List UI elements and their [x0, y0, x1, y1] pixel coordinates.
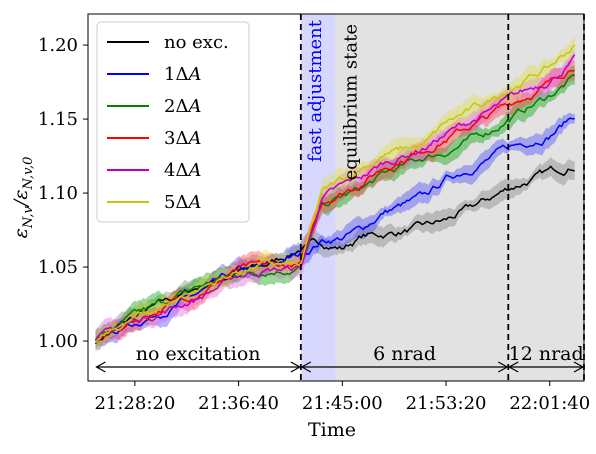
series-line-4 [94, 54, 576, 341]
series-band-1 [95, 112, 575, 351]
series-line-1 [95, 117, 575, 342]
legend-label: no exc. [164, 32, 229, 53]
y-tick-label: 1.00 [38, 331, 78, 352]
y-tick-label: 1.20 [38, 35, 78, 56]
phase-arrow-head-left [300, 361, 312, 373]
phase-arrow-head-left [508, 361, 519, 373]
line-group [94, 44, 576, 344]
phase-arrow-head-right [573, 361, 585, 373]
region-label-equilibrium-state: equilibrium state [340, 24, 361, 180]
series-band-0 [95, 157, 575, 349]
series-group [94, 35, 576, 353]
phase-arrow-head-left [95, 361, 106, 373]
legend-label: 4ΔA [164, 160, 201, 181]
phase-label: no excitation [136, 343, 261, 365]
y-axis-title: εN,v/εN,v,0 [10, 157, 36, 239]
series-line-2 [94, 73, 575, 341]
legend-label: 3ΔA [164, 128, 201, 149]
legend: no exc. 1ΔA 2ΔA 3ΔA 4ΔA 5ΔA [96, 21, 250, 223]
legend-label: 5ΔA [164, 192, 201, 213]
phase-label: 6 nrad [373, 343, 436, 365]
series-band-5 [95, 35, 575, 353]
plot-frame [87, 13, 585, 382]
legend-label: 1ΔA [164, 64, 201, 85]
x-tick-label: 22:01:40 [509, 393, 590, 414]
y-tick-label: 1.05 [38, 257, 78, 278]
series-band-4 [95, 49, 575, 349]
series-line-3 [95, 69, 575, 341]
x-axis-title: Time [308, 419, 356, 441]
phase-label: 12 nrad [509, 343, 584, 365]
region-equilibrium-state [335, 14, 584, 381]
series-line-5 [94, 44, 576, 344]
y-tick-label: 1.15 [38, 109, 78, 130]
region-label-fast-adjustment: fast adjustment [305, 19, 326, 162]
phase-arrow-head-right [497, 361, 509, 373]
x-tick-label: 21:53:20 [406, 393, 487, 414]
legend-label: 2ΔA [164, 96, 201, 117]
legend-box [96, 21, 250, 223]
x-tick-label: 21:36:40 [198, 393, 279, 414]
y-tick-label: 1.10 [38, 183, 78, 204]
x-tick-label: 21:28:20 [94, 393, 175, 414]
region-fast-adjustment [300, 14, 336, 381]
x-tick-label: 21:45:00 [302, 393, 383, 414]
phase-arrow-head-right [290, 361, 302, 373]
